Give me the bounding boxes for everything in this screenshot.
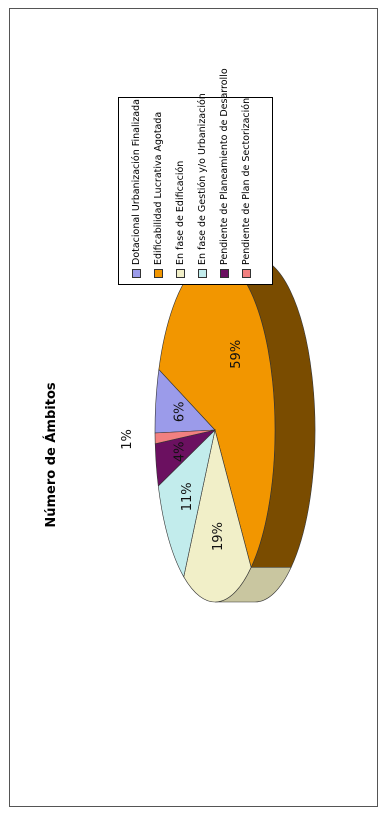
pie-data-label: 1% [120,429,135,450]
pie-data-label: 6% [172,402,187,423]
pie-data-label: 4% [173,441,188,462]
pie-slice [157,429,216,578]
legend: Dotacional Urbanización Finalizada Edifi… [118,68,273,285]
pie-labels: 6% 59% 19% 11% 4% 1% [120,340,244,551]
legend-swatch [153,269,163,278]
legend-label: En fase de Gestión y/o Urbanización [196,93,208,265]
legend-label: Edificabilidad Lucrativa Agotada [152,111,164,265]
pie-slice [158,257,276,569]
legend-swatch [219,269,229,278]
pie-slice [183,429,252,603]
chart-title: Número de Ámbitos [43,382,59,528]
legend-label: Pendiente de Plan de Sectorización [240,97,252,265]
legend-item: En fase de Edificación [169,104,191,278]
pie-top [154,257,276,603]
legend-item: Dotacional Urbanización Finalizada [125,99,147,278]
legend-label: Dotacional Urbanización Finalizada [130,99,142,265]
pie-data-label: 11% [180,482,195,511]
legend-swatch [131,269,141,278]
pie-data-label: 59% [229,340,244,369]
legend-item: En fase de Gestión y/o Urbanización [191,93,213,278]
legend-item: Edificabilidad Lucrativa Agotada [147,104,169,278]
legend-label: En fase de Edificación [174,160,186,265]
legend-swatch [175,269,185,278]
legend-swatch [241,269,251,278]
legend-label: Pendiente de Planeamiento de Desarrollo [218,68,230,265]
legend-item: Pendiente de Planeamiento de Desarrollo [213,68,235,278]
legend-swatch [197,269,207,278]
pie-slice [154,429,216,445]
pie-data-label: 19% [211,522,226,551]
legend-item: Pendiente de Plan de Sectorización [235,98,257,278]
chart-frame [9,8,378,807]
